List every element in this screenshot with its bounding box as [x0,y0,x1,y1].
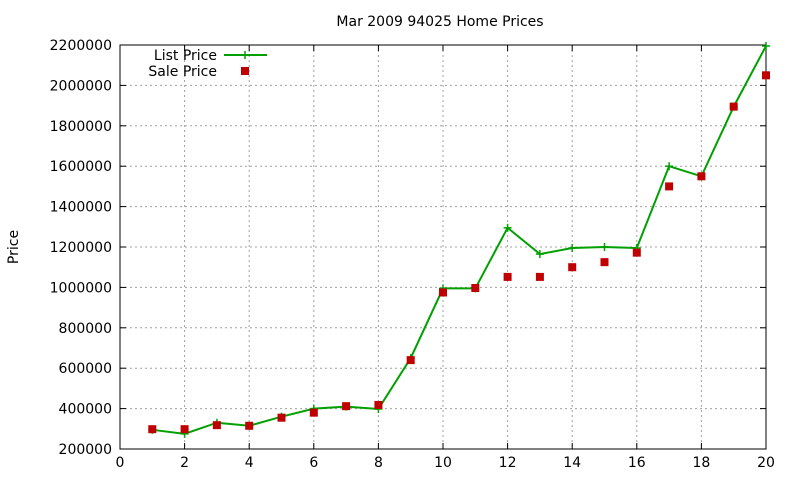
list-price-point [568,244,577,253]
sale-price-point [503,272,512,281]
y-tick-label: 2200000 [50,38,112,54]
y-tick-label: 1600000 [50,159,112,175]
y-tick-label: 1800000 [50,119,112,135]
sale-price-point [309,408,318,417]
sale-price-point [535,272,544,281]
sale-price-point [762,71,770,80]
sale-price-point [729,102,738,111]
x-tick-label: 16 [628,455,646,471]
sale-price-point [600,258,609,267]
sale-price-point [342,402,351,411]
grid [120,45,766,449]
y-tick-label: 600000 [59,361,112,377]
x-tick-label: 6 [309,455,318,471]
series-sale-price [148,71,770,434]
x-tick-label: 0 [116,455,125,471]
sale-price-point [632,248,641,257]
series-layer [148,42,770,438]
sale-price-point [697,172,706,181]
x-tick-label: 12 [499,455,517,471]
sale-price-point [665,182,674,191]
legend-marker-list-price [241,51,249,59]
y-tick-label: 1200000 [50,240,112,256]
legend-label-list-price: List Price [154,48,217,64]
x-tick-label: 20 [757,455,775,471]
list-price-point [600,243,609,251]
legend-marker-sale-price [241,67,249,75]
sale-price-point [212,421,221,430]
sale-price-point [406,356,415,365]
y-tick-label: 1400000 [50,200,112,216]
sale-price-point [148,425,157,434]
sale-price-point [471,284,480,293]
sale-price-point [245,421,254,430]
sale-price-point [180,425,189,434]
sale-price-point [277,413,286,422]
x-tick-label: 18 [692,455,710,471]
sale-price-point [439,288,447,297]
sale-price-point [568,263,577,272]
x-tick-label: 14 [563,455,581,471]
series-list-price [148,42,770,438]
x-tick-label: 4 [245,455,254,471]
y-tick-label: 1000000 [50,280,112,296]
sale-price-point [374,400,383,409]
list-price-point [535,250,544,259]
y-tick-label: 800000 [59,321,112,337]
legend-label-sale-price: Sale Price [148,64,217,80]
x-tick-label: 2 [180,455,189,471]
x-tick-label: 10 [434,455,452,471]
y-tick-label: 400000 [59,402,112,418]
axis-ticks: 0 2 4 6 8 10 12 14 16 18 20 200000 400000 600000 80000… [50,38,775,471]
chart-title: Mar 2009 94025 Home Prices [336,14,543,30]
y-tick-label: 200000 [59,442,112,458]
y-tick-label: 2000000 [50,78,112,94]
y-axis-label: Price [6,230,22,264]
list-price-line [152,45,767,435]
x-tick-label: 8 [374,455,383,471]
list-price-point [665,162,674,171]
list-price-point [762,42,770,51]
list-price-point [503,223,512,232]
